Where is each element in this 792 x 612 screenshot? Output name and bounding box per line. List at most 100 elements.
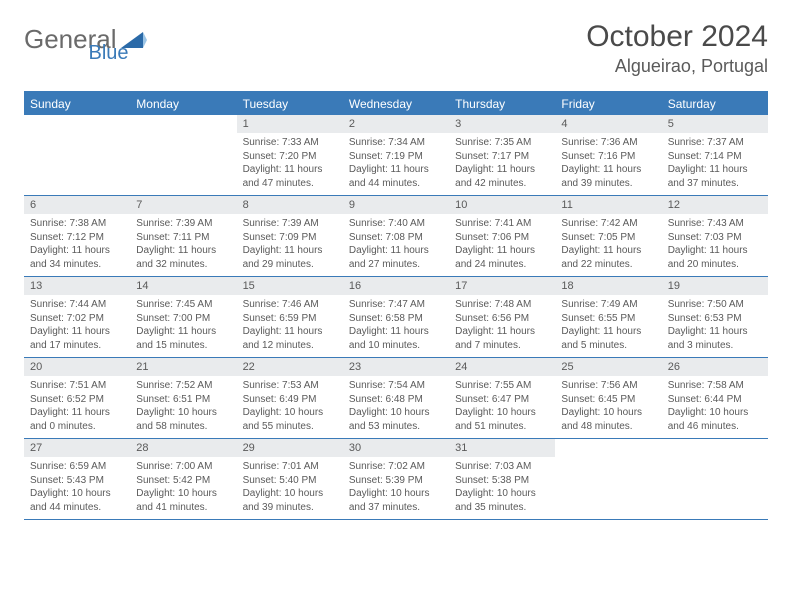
day-number: 29	[237, 439, 343, 457]
sunrise-line: Sunrise: 7:51 AM	[30, 379, 124, 393]
sunrise-line: Sunrise: 7:01 AM	[243, 460, 337, 474]
day-cell: 24Sunrise: 7:55 AMSunset: 6:47 PMDayligh…	[449, 358, 555, 438]
daylight-line: Daylight: 11 hours and 7 minutes.	[455, 325, 549, 352]
sunset-line: Sunset: 7:16 PM	[561, 150, 655, 164]
daylight-line: Daylight: 11 hours and 27 minutes.	[349, 244, 443, 271]
sunrise-line: Sunrise: 7:00 AM	[136, 460, 230, 474]
day-body: Sunrise: 7:56 AMSunset: 6:45 PMDaylight:…	[555, 376, 661, 438]
day-body: Sunrise: 7:37 AMSunset: 7:14 PMDaylight:…	[662, 133, 768, 195]
day-cell: 20Sunrise: 7:51 AMSunset: 6:52 PMDayligh…	[24, 358, 130, 438]
daylight-line: Daylight: 11 hours and 44 minutes.	[349, 163, 443, 190]
day-cell: 22 Sunrise: 7:53 AMSunset: 6:49 PMDayligh…	[237, 358, 343, 438]
daylight-line: Daylight: 10 hours and 55 minutes.	[243, 406, 337, 433]
day-number: 2	[343, 115, 449, 133]
weekday-header: Monday	[130, 93, 236, 115]
day-number: 10	[449, 196, 555, 214]
brand-logo: General Blue	[24, 20, 191, 55]
day-cell: 10Sunrise: 7:41 AMSunset: 7:06 PMDayligh…	[449, 196, 555, 276]
day-cell: 4Sunrise: 7:36 AMSunset: 7:16 PMDaylight…	[555, 115, 661, 195]
sunset-line: Sunset: 6:59 PM	[243, 312, 337, 326]
weekday-header-row: SundayMondayTuesdayWednesdayThursdayFrid…	[24, 93, 768, 115]
day-body: Sunrise: 7:51 AMSunset: 6:52 PMDaylight:…	[24, 376, 130, 438]
day-number: 22	[237, 358, 343, 376]
daylight-line: Daylight: 11 hours and 22 minutes.	[561, 244, 655, 271]
sunset-line: Sunset: 6:53 PM	[668, 312, 762, 326]
sunset-line: Sunset: 7:08 PM	[349, 231, 443, 245]
daylight-line: Daylight: 11 hours and 0 minutes.	[30, 406, 124, 433]
daylight-line: Daylight: 10 hours and 39 minutes.	[243, 487, 337, 514]
day-cell: 16Sunrise: 7:47 AMSunset: 6:58 PMDayligh…	[343, 277, 449, 357]
day-number: 31	[449, 439, 555, 457]
day-body: Sunrise: 7:58 AMSunset: 6:44 PMDaylight:…	[662, 376, 768, 438]
weekday-header: Wednesday	[343, 93, 449, 115]
sunrise-line: Sunrise: 7:52 AM	[136, 379, 230, 393]
sunrise-line: Sunrise: 7:03 AM	[455, 460, 549, 474]
sunrise-line: Sunrise: 7:50 AM	[668, 298, 762, 312]
day-cell: 27Sunrise: 6:59 AMSunset: 5:43 PMDayligh…	[24, 439, 130, 519]
day-number: 5	[662, 115, 768, 133]
day-body: Sunrise: 7:55 AMSunset: 6:47 PMDaylight:…	[449, 376, 555, 438]
day-number: 6	[24, 196, 130, 214]
day-number: 3	[449, 115, 555, 133]
sunset-line: Sunset: 6:56 PM	[455, 312, 549, 326]
sunset-line: Sunset: 6:45 PM	[561, 393, 655, 407]
sunrise-line: Sunrise: 7:40 AM	[349, 217, 443, 231]
empty-day	[555, 439, 661, 519]
day-cell: 6Sunrise: 7:38 AMSunset: 7:12 PMDaylight…	[24, 196, 130, 276]
sunset-line: Sunset: 5:43 PM	[30, 474, 124, 488]
title-block: October 2024 Algueirao, Portugal	[586, 20, 768, 77]
day-number: 17	[449, 277, 555, 295]
sunset-line: Sunset: 5:39 PM	[349, 474, 443, 488]
day-body: Sunrise: 7:33 AMSunset: 7:20 PMDaylight:…	[237, 133, 343, 195]
sunset-line: Sunset: 6:51 PM	[136, 393, 230, 407]
day-number: 26	[662, 358, 768, 376]
daylight-line: Daylight: 11 hours and 10 minutes.	[349, 325, 443, 352]
day-body: Sunrise: 7:42 AMSunset: 7:05 PMDaylight:…	[555, 214, 661, 276]
day-body: Sunrise: 6:59 AMSunset: 5:43 PMDaylight:…	[24, 457, 130, 519]
sunset-line: Sunset: 7:17 PM	[455, 150, 549, 164]
day-cell: 31Sunrise: 7:03 AMSunset: 5:38 PMDayligh…	[449, 439, 555, 519]
weekday-header: Friday	[555, 93, 661, 115]
weeks-container: 1Sunrise: 7:33 AMSunset: 7:20 PMDaylight…	[24, 115, 768, 520]
sunrise-line: Sunrise: 7:33 AM	[243, 136, 337, 150]
day-number: 1	[237, 115, 343, 133]
sunset-line: Sunset: 6:49 PM	[243, 393, 337, 407]
calendar-week: 13Sunrise: 7:44 AMSunset: 7:02 PMDayligh…	[24, 277, 768, 358]
day-body: Sunrise: 7:00 AMSunset: 5:42 PMDaylight:…	[130, 457, 236, 519]
day-cell: 13Sunrise: 7:44 AMSunset: 7:02 PMDayligh…	[24, 277, 130, 357]
daylight-line: Daylight: 10 hours and 51 minutes.	[455, 406, 549, 433]
sunset-line: Sunset: 7:02 PM	[30, 312, 124, 326]
day-body: Sunrise: 7:41 AMSunset: 7:06 PMDaylight:…	[449, 214, 555, 276]
sunrise-line: Sunrise: 7:53 AM	[243, 379, 337, 393]
day-cell: 14Sunrise: 7:45 AMSunset: 7:00 PMDayligh…	[130, 277, 236, 357]
daylight-line: Daylight: 10 hours and 44 minutes.	[30, 487, 124, 514]
empty-day	[130, 115, 236, 195]
daylight-line: Daylight: 11 hours and 15 minutes.	[136, 325, 230, 352]
day-body: Sunrise: 7:44 AMSunset: 7:02 PMDaylight:…	[24, 295, 130, 357]
day-body: Sunrise: 7:45 AMSunset: 7:00 PMDaylight:…	[130, 295, 236, 357]
sunset-line: Sunset: 7:12 PM	[30, 231, 124, 245]
sunrise-line: Sunrise: 7:36 AM	[561, 136, 655, 150]
daylight-line: Daylight: 11 hours and 42 minutes.	[455, 163, 549, 190]
day-number: 13	[24, 277, 130, 295]
day-cell: 29Sunrise: 7:01 AMSunset: 5:40 PMDayligh…	[237, 439, 343, 519]
header: General Blue October 2024 Algueirao, Por…	[24, 20, 768, 77]
day-number: 12	[662, 196, 768, 214]
day-cell: 2Sunrise: 7:34 AMSunset: 7:19 PMDaylight…	[343, 115, 449, 195]
day-body: Sunrise: 7:50 AMSunset: 6:53 PMDaylight:…	[662, 295, 768, 357]
empty-day	[24, 115, 130, 195]
day-number: 24	[449, 358, 555, 376]
daylight-line: Daylight: 11 hours and 34 minutes.	[30, 244, 124, 271]
sunrise-line: Sunrise: 7:39 AM	[243, 217, 337, 231]
sunrise-line: Sunrise: 7:49 AM	[561, 298, 655, 312]
daylight-line: Daylight: 11 hours and 12 minutes.	[243, 325, 337, 352]
day-cell: 3Sunrise: 7:35 AMSunset: 7:17 PMDaylight…	[449, 115, 555, 195]
daylight-line: Daylight: 11 hours and 20 minutes.	[668, 244, 762, 271]
day-cell: 17Sunrise: 7:48 AMSunset: 6:56 PMDayligh…	[449, 277, 555, 357]
sunrise-line: Sunrise: 7:37 AM	[668, 136, 762, 150]
daylight-line: Daylight: 11 hours and 5 minutes.	[561, 325, 655, 352]
sunrise-line: Sunrise: 7:54 AM	[349, 379, 443, 393]
calendar-week: 1Sunrise: 7:33 AMSunset: 7:20 PMDaylight…	[24, 115, 768, 196]
day-number: 20	[24, 358, 130, 376]
month-title: October 2024	[586, 20, 768, 54]
